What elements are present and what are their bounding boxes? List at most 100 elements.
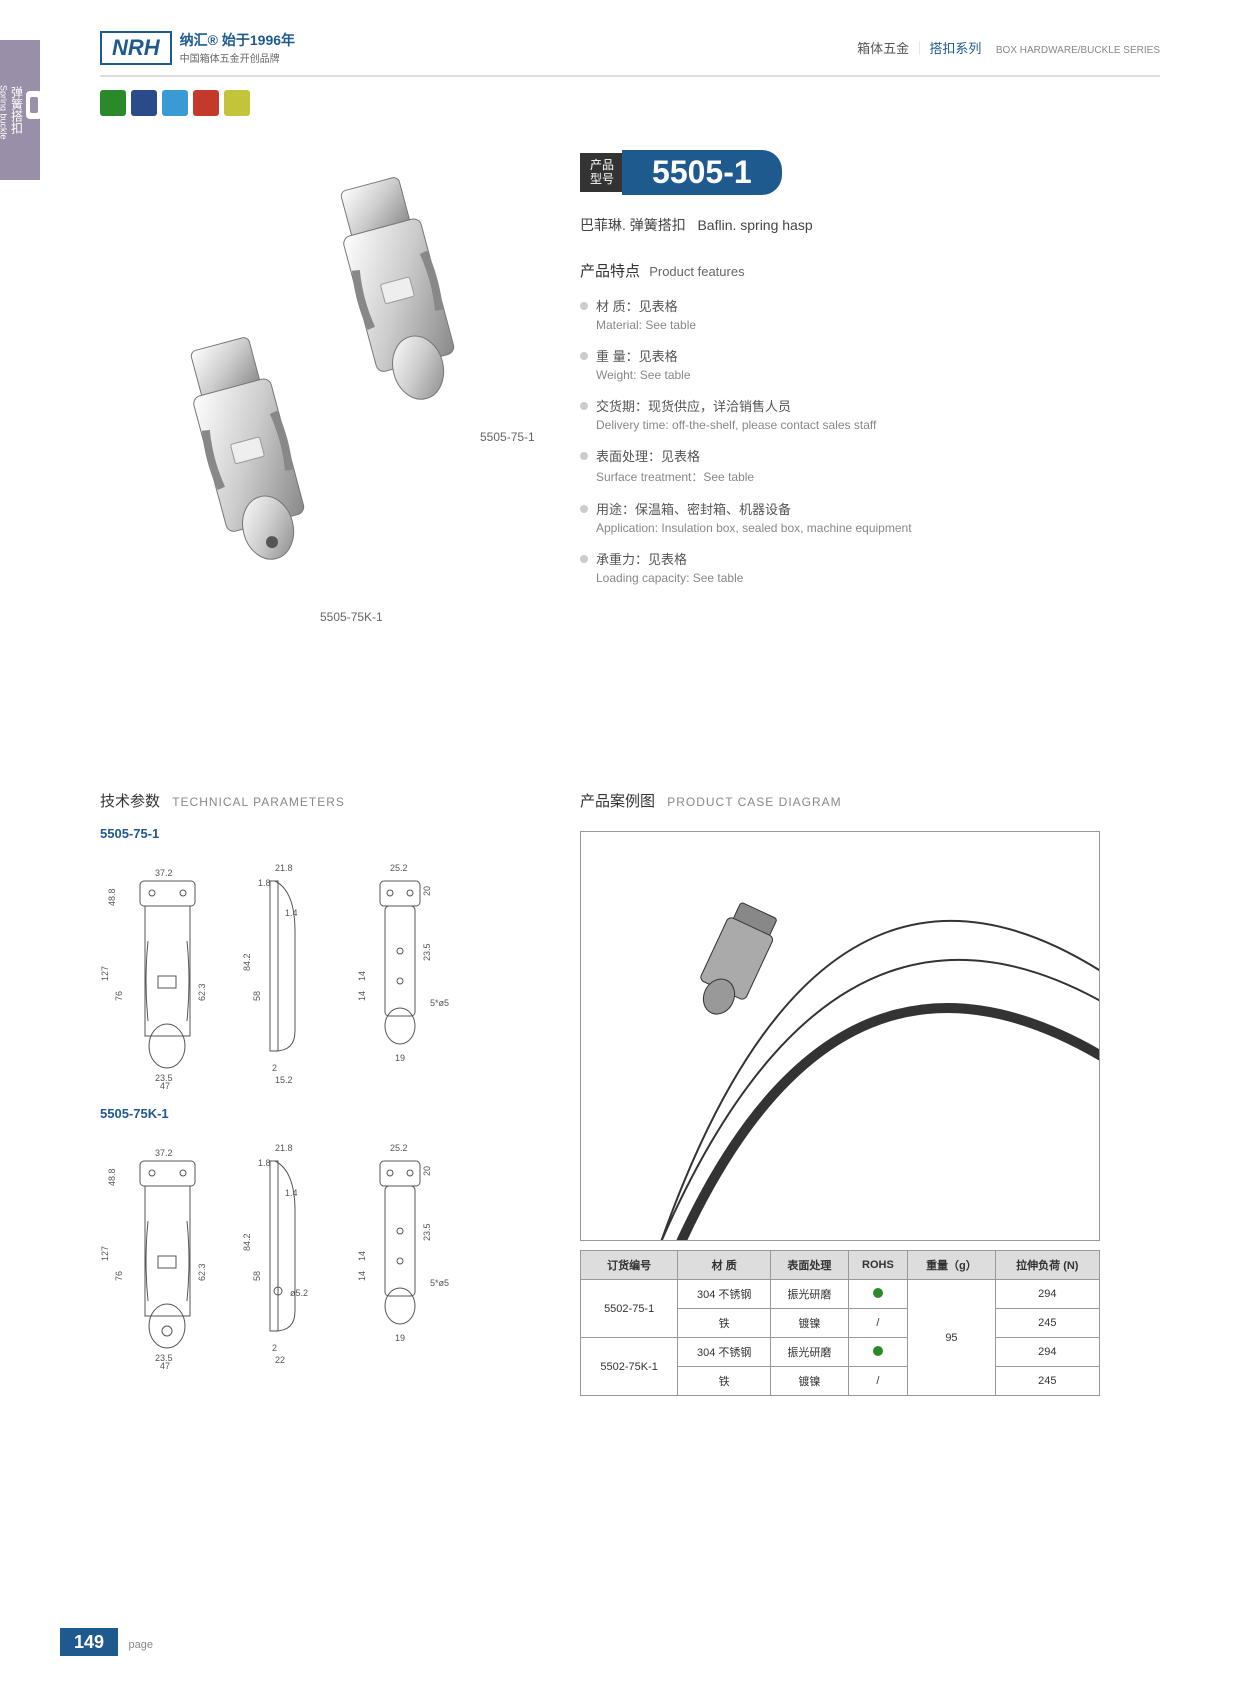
tech-drawing-2: 37.2 48.8 127 76 62.3 23.5 47 21.8 1.8 1…	[100, 1131, 480, 1371]
ft-en: Product features	[649, 264, 744, 279]
cell-mat: 铁	[678, 1309, 771, 1338]
feature-cn: 承重力：见表格	[596, 549, 1160, 568]
cell-rohs: /	[848, 1309, 908, 1338]
hr-cn2: 搭扣系列	[929, 41, 981, 56]
cell-load: 294	[995, 1338, 1099, 1367]
logo-brand: NRH	[100, 31, 172, 65]
cell-code: 5502-75K-1	[581, 1338, 678, 1396]
svg-text:25.2: 25.2	[390, 863, 408, 873]
svg-text:22: 22	[275, 1355, 285, 1365]
cell-mat: 铁	[678, 1367, 771, 1396]
img-label-b: 5505-75K-1	[320, 610, 383, 624]
cell-surf: 振光研磨	[771, 1338, 849, 1367]
svg-text:58: 58	[252, 991, 262, 1001]
cell-rohs	[848, 1338, 908, 1367]
svg-text:20: 20	[422, 886, 432, 896]
case-box	[580, 831, 1100, 1241]
ct-en: PRODUCT CASE DIAGRAM	[667, 795, 841, 809]
feature-en: Material: See table	[596, 318, 1160, 332]
spec-table: 订货编号材 质表面处理ROHS重量（g）拉伸负荷 (N) 5502-75-130…	[580, 1250, 1100, 1396]
svg-text:2: 2	[272, 1343, 277, 1353]
cell-mat: 304 不锈钢	[678, 1280, 771, 1309]
table-header: 订货编号	[581, 1251, 678, 1280]
feature-item: 材 质：见表格 Material: See table	[580, 296, 1160, 332]
tech-drawing-1: 37.2 48.8 127 76 62.3 23.5 47 21.8 1.8 1…	[100, 851, 480, 1091]
icon-row	[100, 90, 250, 116]
svg-text:58: 58	[252, 1271, 262, 1281]
feature-en: Delivery time: off-the-shelf, please con…	[596, 418, 1160, 432]
ft-cn: 产品特点	[580, 263, 640, 280]
page-num-value: 149	[60, 1628, 118, 1656]
svg-text:48.8: 48.8	[107, 888, 117, 906]
svg-text:14: 14	[357, 1251, 367, 1261]
tech-params: 技术参数 TECHNICAL PARAMETERS 5505-75-1 37.2…	[100, 790, 540, 1371]
cell-rohs: /	[848, 1367, 908, 1396]
table-header: 重量（g）	[908, 1251, 995, 1280]
svg-text:84.2: 84.2	[242, 953, 252, 971]
logo-block: NRH 纳汇® 始于1996年 中国箱体五金开创品牌	[100, 30, 295, 65]
diagram-label-1: 5505-75-1	[100, 826, 540, 841]
pn-en: Baflin. spring hasp	[697, 217, 812, 233]
cell-surf: 振光研磨	[771, 1280, 849, 1309]
cell-weight: 95	[908, 1280, 995, 1396]
svg-text:5*ø5: 5*ø5	[430, 998, 449, 1008]
case-title: 产品案例图 PRODUCT CASE DIAGRAM	[580, 790, 1160, 811]
feature-item: 承重力：见表格Loading capacity: See table	[580, 549, 1160, 585]
page-label: page	[129, 1639, 153, 1651]
tech-title: 技术参数 TECHNICAL PARAMETERS	[100, 790, 540, 811]
header-right: 箱体五金 ｜ 搭扣系列 BOX HARDWARE/BUCKLE SERIES	[857, 38, 1160, 57]
pn-cn: 巴菲琳. 弹簧搭扣	[580, 217, 686, 233]
feature-cn: 用途：保温箱、密封箱、机器设备	[596, 499, 1160, 518]
cell-load: 245	[995, 1309, 1099, 1338]
cell-code: 5502-75-1	[581, 1280, 678, 1338]
badge-number: 5505-1	[622, 150, 782, 195]
product-name: 巴菲琳. 弹簧搭扣 Baflin. spring hasp	[580, 215, 813, 235]
logo-sub: 中国箱体五金开创品牌	[180, 50, 295, 65]
features: 产品特点 Product features 材 质：见表格 Material: S…	[580, 260, 1160, 599]
hr-en: BOX HARDWARE/BUCKLE SERIES	[996, 45, 1160, 56]
feature-en: Surface treatment：See table	[596, 468, 1160, 485]
rohs-dot-icon	[873, 1346, 883, 1356]
svg-text:14: 14	[357, 971, 367, 981]
feature-cn: 交货期：现货供应，详洽销售人员	[596, 396, 1160, 415]
svg-text:20: 20	[422, 1166, 432, 1176]
svg-text:47: 47	[160, 1361, 170, 1371]
diagram-label-2: 5505-75K-1	[100, 1106, 540, 1121]
svg-text:15.2: 15.2	[275, 1075, 293, 1085]
svg-text:19: 19	[395, 1333, 405, 1343]
svg-text:127: 127	[100, 1246, 110, 1261]
features-title: 产品特点 Product features	[580, 260, 1160, 281]
svg-text:1.4: 1.4	[285, 908, 298, 918]
svg-text:25.2: 25.2	[390, 1143, 408, 1153]
ct-cn: 产品案例图	[580, 793, 655, 810]
feature-cn: 材 质：见表格	[596, 296, 1160, 315]
feature-cn: 重 量：见表格	[596, 346, 1160, 365]
svg-text:37.2: 37.2	[155, 868, 173, 878]
feature-en: Application: Insulation box, sealed box,…	[596, 521, 1160, 535]
svg-text:62.3: 62.3	[197, 1263, 207, 1281]
cert-icon-1	[100, 90, 126, 116]
svg-text:2: 2	[272, 1063, 277, 1073]
hr-cn1: 箱体五金	[857, 41, 909, 56]
svg-text:14: 14	[357, 1271, 367, 1281]
svg-text:19: 19	[395, 1053, 405, 1063]
svg-text:ø5.2: ø5.2	[290, 1288, 308, 1298]
feature-en: Weight: See table	[596, 368, 1160, 382]
svg-text:76: 76	[114, 991, 124, 1001]
cell-mat: 304 不锈钢	[678, 1338, 771, 1367]
table-header: 材 质	[678, 1251, 771, 1280]
product-badge: 产品 型号 5505-1	[580, 150, 782, 195]
case-diagram: 产品案例图 PRODUCT CASE DIAGRAM	[580, 790, 1160, 1241]
svg-text:21.8: 21.8	[275, 1143, 293, 1153]
svg-text:23.5: 23.5	[422, 1223, 432, 1241]
table-header: 拉伸负荷 (N)	[995, 1251, 1099, 1280]
svg-text:1.4: 1.4	[285, 1188, 298, 1198]
svg-text:47: 47	[160, 1081, 170, 1091]
cell-rohs	[848, 1280, 908, 1309]
svg-text:5*ø5: 5*ø5	[430, 1278, 449, 1288]
feature-item: 交货期：现货供应，详洽销售人员 Delivery time: off-the-sh…	[580, 396, 1160, 432]
table-row: 5502-75-1304 不锈钢振光研磨95294	[581, 1280, 1100, 1309]
feature-item: 用途：保温箱、密封箱、机器设备 Application: Insulation b…	[580, 499, 1160, 535]
side-cn: 弹簧搭扣	[9, 86, 26, 134]
side-tab: 弹簧搭扣 Spring buckle	[0, 40, 40, 180]
